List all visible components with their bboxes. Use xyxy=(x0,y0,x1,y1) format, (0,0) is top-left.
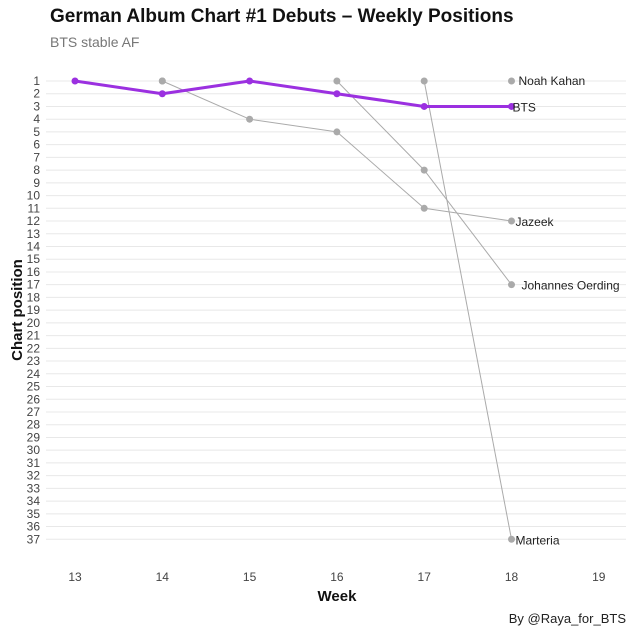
chart-caption: By @Raya_for_BTS xyxy=(508,611,626,626)
data-point xyxy=(420,204,428,212)
x-axis-ticks: 13 14 15 16 17 18 19 xyxy=(68,570,605,584)
y-tick-label: 25 xyxy=(27,380,41,394)
chart-title: German Album Chart #1 Debuts – Weekly Po… xyxy=(50,6,514,27)
y-tick-label: 35 xyxy=(27,507,41,521)
data-point xyxy=(71,77,79,85)
y-tick-label: 19 xyxy=(27,303,41,317)
y-tick-label: 6 xyxy=(33,138,40,152)
x-tick-label: 18 xyxy=(505,570,519,584)
x-tick-label: 17 xyxy=(418,570,432,584)
y-tick-label: 32 xyxy=(27,469,41,483)
x-tick-label: 15 xyxy=(243,570,257,584)
y-tick-label: 16 xyxy=(27,265,41,279)
data-point xyxy=(333,90,341,98)
y-tick-label: 10 xyxy=(27,189,41,203)
data-point xyxy=(420,77,428,85)
series-line xyxy=(423,80,512,540)
y-tick-label: 17 xyxy=(27,278,41,292)
series-end-label: Noah Kahan xyxy=(519,74,586,88)
series-line xyxy=(74,79,512,108)
grid-lines xyxy=(46,80,626,540)
data-point xyxy=(508,535,515,543)
y-tick-label: 20 xyxy=(27,316,41,330)
series-end-label: Jazeek xyxy=(516,215,555,229)
data-point xyxy=(420,102,428,110)
series-line xyxy=(162,80,512,222)
data-point xyxy=(333,77,341,85)
series-end-label: Johannes Oerding xyxy=(522,279,620,293)
y-tick-label: 12 xyxy=(27,214,41,228)
y-tick-label: 13 xyxy=(27,227,41,241)
y-tick-label: 3 xyxy=(33,99,40,113)
y-tick-label: 33 xyxy=(27,481,41,495)
y-tick-label: 14 xyxy=(27,239,41,253)
data-point xyxy=(508,77,515,85)
y-tick-label: 11 xyxy=(28,201,41,215)
y-tick-label: 28 xyxy=(27,418,41,432)
y-tick-label: 4 xyxy=(33,112,40,126)
y-tick-label: 5 xyxy=(33,125,40,139)
data-point xyxy=(508,102,515,110)
y-axis-ticks: 1234567891011121314151617181920212223242… xyxy=(27,74,41,546)
y-tick-label: 15 xyxy=(27,252,41,266)
y-tick-label: 24 xyxy=(27,367,41,381)
series-end-label: Marteria xyxy=(516,533,560,547)
data-point xyxy=(508,281,515,289)
series-group xyxy=(71,77,515,543)
y-tick-label: 36 xyxy=(27,520,41,534)
x-tick-label: 13 xyxy=(68,570,82,584)
data-point xyxy=(246,77,254,85)
y-tick-label: 37 xyxy=(27,532,41,546)
y-tick-label: 8 xyxy=(33,163,40,177)
y-tick-label: 22 xyxy=(27,341,41,355)
data-point xyxy=(158,77,166,85)
x-tick-label: 16 xyxy=(330,570,344,584)
y-tick-label: 29 xyxy=(27,430,41,444)
y-tick-label: 21 xyxy=(27,329,41,343)
y-tick-label: 7 xyxy=(33,150,40,164)
data-point xyxy=(246,115,254,123)
y-tick-label: 26 xyxy=(27,392,41,406)
series-end-label: BTS xyxy=(513,100,536,114)
y-tick-label: 9 xyxy=(33,176,40,190)
y-tick-label: 31 xyxy=(27,456,41,470)
y-tick-label: 1 xyxy=(33,74,40,88)
y-tick-label: 2 xyxy=(33,87,40,101)
y-tick-label: 34 xyxy=(27,494,41,508)
y-axis-title: Chart position xyxy=(9,259,26,361)
x-tick-label: 14 xyxy=(156,570,170,584)
x-tick-label: 19 xyxy=(592,570,606,584)
y-tick-label: 18 xyxy=(27,290,41,304)
data-point xyxy=(508,217,515,225)
y-tick-label: 23 xyxy=(27,354,41,368)
y-tick-label: 27 xyxy=(27,405,41,419)
x-axis-title: Week xyxy=(318,588,358,605)
y-tick-label: 30 xyxy=(27,443,41,457)
data-point xyxy=(333,128,341,136)
end-labels: Noah Kahan Jazeek Johannes Oerding Marteria… xyxy=(513,74,620,547)
chart-subtitle: BTS stable AF xyxy=(50,34,140,50)
data-point xyxy=(420,166,428,174)
data-point xyxy=(158,90,166,98)
